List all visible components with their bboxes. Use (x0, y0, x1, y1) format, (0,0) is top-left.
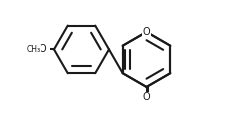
Text: CH₃: CH₃ (26, 45, 40, 54)
Text: O: O (143, 27, 150, 37)
Text: O: O (143, 92, 150, 102)
Text: O: O (39, 44, 46, 54)
